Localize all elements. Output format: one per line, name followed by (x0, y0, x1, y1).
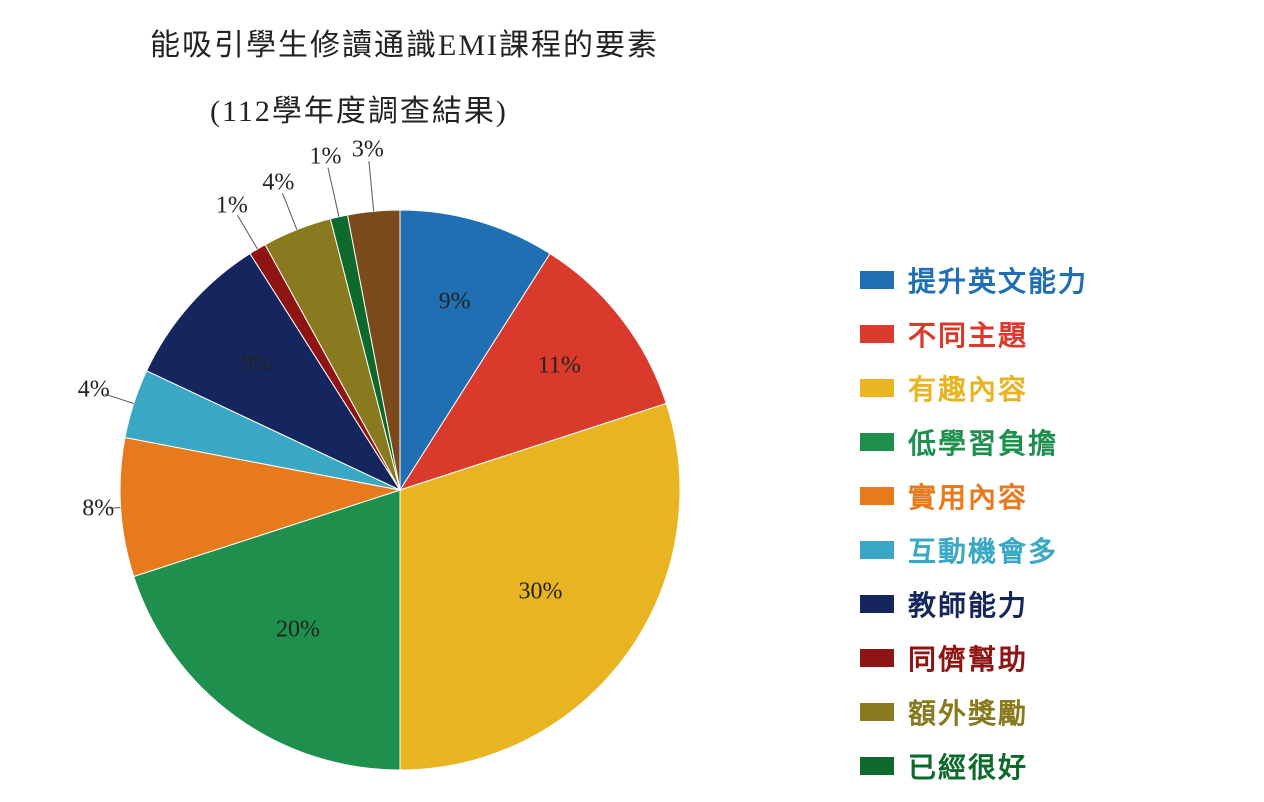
legend-item: 有趣內容 (860, 368, 1220, 408)
legend-item: 同儕幫助 (860, 638, 1220, 678)
legend-swatch (860, 433, 894, 451)
legend-label: 同儕幫助 (908, 638, 1028, 678)
legend-label: 額外獎勵 (908, 692, 1028, 732)
legend-swatch (860, 325, 894, 343)
chart-title: 能吸引學生修讀通識EMI課程的要素 (112學年度調查結果) (150, 20, 850, 130)
legend-label: 有趣內容 (908, 368, 1028, 408)
legend-item: 教師能力 (860, 584, 1220, 624)
legend-swatch (860, 541, 894, 559)
legend-label: 已經很好 (908, 746, 1028, 786)
legend-item: 不同主題 (860, 314, 1220, 354)
pie-slice-label: 9% (241, 351, 273, 378)
legend-item: 低學習負擔 (860, 422, 1220, 462)
legend-label: 教師能力 (908, 584, 1028, 624)
legend-item: 實用內容 (860, 476, 1220, 516)
legend-swatch (860, 757, 894, 775)
legend-swatch (860, 271, 894, 289)
pie-leader-line (369, 161, 374, 211)
legend-swatch (860, 649, 894, 667)
pie-leader-line (238, 215, 258, 249)
legend-swatch (860, 595, 894, 613)
legend-label: 實用內容 (908, 476, 1028, 516)
pie-slice-label: 11% (538, 353, 581, 380)
pie-slice-label: 4% (78, 377, 110, 404)
pie-chart-svg (100, 140, 700, 780)
pie-slice-label: 9% (439, 288, 471, 315)
pie-chart-area: 9%11%30%20%8%4%9%1%4%1%3% (100, 140, 700, 780)
pie-slice-label: 1% (216, 192, 248, 219)
legend-item: 提升英文能力 (860, 260, 1220, 300)
chart-title-line-2: (112學年度調查結果) (210, 86, 850, 130)
legend-item: 已經很好 (860, 746, 1220, 786)
pie-slice-label: 4% (262, 169, 294, 196)
pie-leader-line (328, 168, 339, 217)
pie-leader-line (282, 193, 296, 229)
pie-slice-label: 20% (276, 617, 320, 644)
pie-slice-label: 1% (309, 143, 341, 170)
legend-swatch (860, 487, 894, 505)
legend-label: 不同主題 (908, 314, 1028, 354)
pie-slice-label: 8% (82, 495, 114, 522)
legend: 提升英文能力不同主題有趣內容低學習負擔實用內容互動機會多教師能力同儕幫助額外獎勵… (860, 260, 1220, 800)
legend-label: 提升英文能力 (908, 260, 1088, 300)
legend-label: 低學習負擔 (908, 422, 1058, 462)
legend-swatch (860, 379, 894, 397)
chart-container: 能吸引學生修讀通識EMI課程的要素 (112學年度調查結果) 9% 11% 30% 2… (0, 0, 1264, 802)
legend-item: 額外獎勵 (860, 692, 1220, 732)
legend-swatch (860, 703, 894, 721)
legend-item: 互動機會多 (860, 530, 1220, 570)
pie-slice-label: 3% (352, 136, 384, 163)
chart-title-line-1: 能吸引學生修讀通識EMI課程的要素 (150, 20, 850, 64)
pie-slice-label: 30% (518, 579, 562, 606)
legend-label: 互動機會多 (908, 530, 1058, 570)
